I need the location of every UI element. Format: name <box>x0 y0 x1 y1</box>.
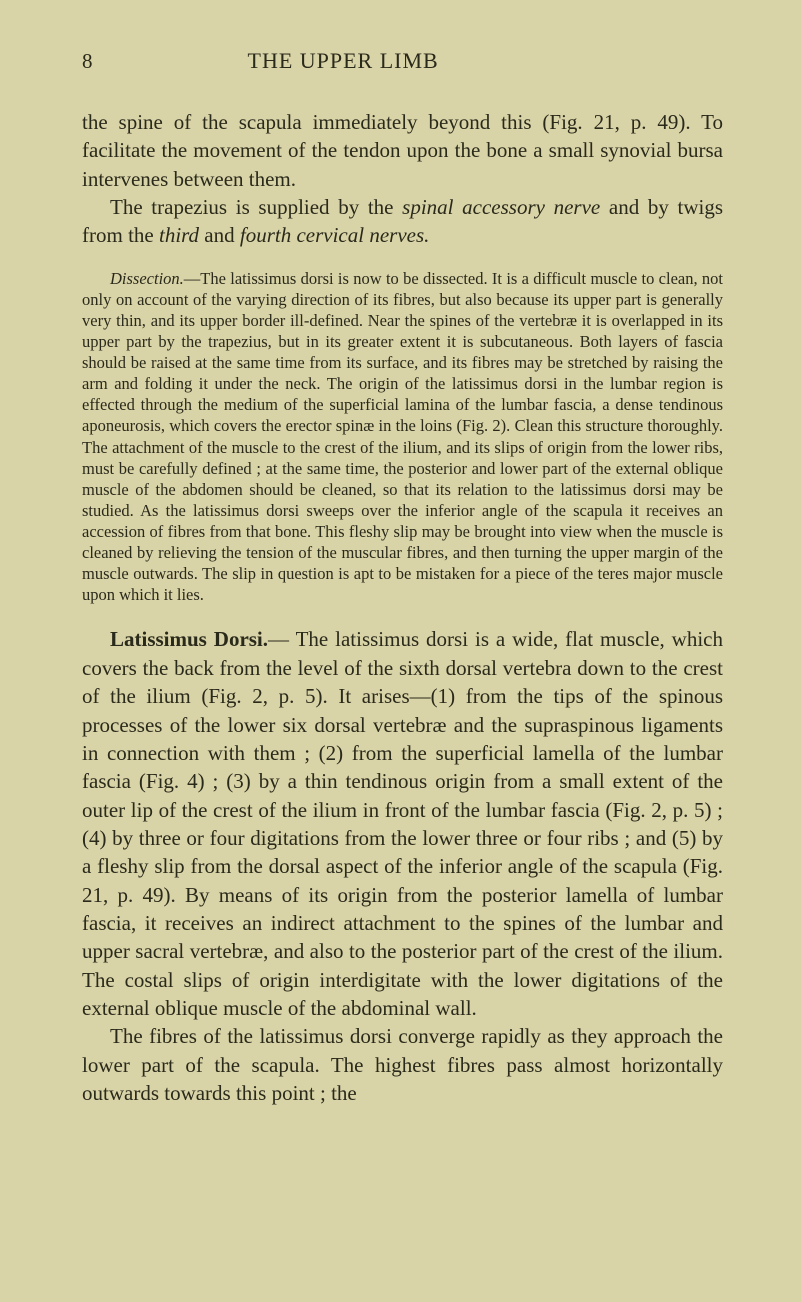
chapter-title: THE UPPER LIMB <box>248 48 439 74</box>
intro-block: the spine of the scapula immediately bey… <box>82 108 723 250</box>
italic-run: third <box>159 223 199 247</box>
intro-para-1: the spine of the scapula immediately bey… <box>82 108 723 193</box>
italic-run: spinal accessory nerve <box>402 195 600 219</box>
latissimus-heading: Latissimus Dorsi. <box>110 627 268 651</box>
latissimus-block: Latissimus Dorsi.— The latissimus dorsi … <box>82 625 723 1107</box>
latissimus-body-1: — The latissimus dorsi is a wide, flat m… <box>82 627 723 1019</box>
dissection-para: Dissection.—The latissimus dorsi is now … <box>82 268 723 606</box>
page-header: 8 THE UPPER LIMB <box>82 48 723 74</box>
latissimus-para-1: Latissimus Dorsi.— The latissimus dorsi … <box>82 625 723 1022</box>
dissection-label: Dissection. <box>110 269 184 288</box>
page-number: 8 <box>82 49 93 74</box>
text-run: The trapezius is supplied by the <box>110 195 402 219</box>
intro-para-2: The trapezius is supplied by the spinal … <box>82 193 723 250</box>
dissection-block: Dissection.—The latissimus dorsi is now … <box>82 268 723 606</box>
dissection-text: —The latissimus dorsi is now to be disse… <box>82 269 723 605</box>
text-run: and <box>199 223 240 247</box>
italic-run: fourth cervical nerves. <box>240 223 430 247</box>
latissimus-para-2: The fibres of the latissimus dorsi conve… <box>82 1022 723 1107</box>
